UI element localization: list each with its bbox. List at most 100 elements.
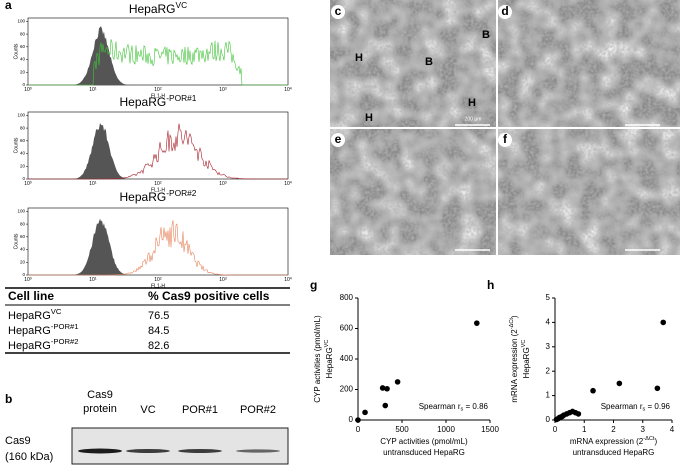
- histogram-title-part: -POR#1: [166, 93, 197, 103]
- hist-x-tick-label-part: 10: [219, 87, 225, 93]
- blot-band: [178, 449, 222, 453]
- annotation: Spearman rs = 0.86: [419, 402, 489, 413]
- hist-x-tick-label-part: 4: [290, 86, 292, 90]
- histogram-title-part: -POR#2: [166, 188, 197, 198]
- label-bg: [498, 5, 512, 19]
- hist-x-tick-label-part: 0: [30, 180, 32, 184]
- hist-x-tick-label-part: 4: [290, 276, 292, 280]
- panel-label: d: [501, 4, 508, 18]
- y-tick-label: 400: [340, 354, 354, 363]
- hist-y-label: Counts: [13, 43, 19, 59]
- panel-label: c: [335, 4, 342, 18]
- hist-x-tick-label: 104: [284, 86, 292, 93]
- table-cell: HepaRG-POR#1: [8, 322, 79, 337]
- hist-x-tick-label-part: 2: [160, 276, 162, 280]
- protein-label: Cas9: [5, 435, 31, 447]
- panel-label: h: [487, 278, 494, 292]
- hist-x-tick-label-part: 1: [95, 86, 97, 90]
- hist-x-tick-label: 101: [89, 86, 97, 93]
- histogram-title-part: HepaRG: [120, 95, 167, 109]
- x-axis-label: untransduced HepaRG: [383, 448, 465, 457]
- y-axis-label-part: HepaRG: [325, 347, 334, 378]
- hist-y-tick-label: 80: [20, 221, 26, 226]
- hist-y-tick-label: 80: [20, 125, 26, 130]
- hist-x-tick-label-part: 3: [225, 86, 227, 90]
- hist-y-label: Counts: [13, 137, 19, 153]
- hist-y-tick-label: 80: [20, 31, 26, 36]
- hist-x-tick-label-part: 10: [219, 181, 225, 187]
- cell-label: B: [425, 56, 433, 68]
- hist-y-tick-label: 40: [20, 151, 26, 156]
- hist-x-tick-label-part: 10: [89, 277, 95, 283]
- hist-x-tick-label-part: 10: [284, 181, 290, 187]
- annotation-part: Spearman r: [601, 402, 643, 411]
- table-cell-part: HepaRG: [8, 340, 51, 352]
- hist-y-tick-label: 40: [20, 247, 26, 252]
- hist-x-tick-label: 101: [89, 180, 97, 187]
- hist-y-tick-label: 60: [20, 234, 26, 239]
- hist-x-tick-label-part: 10: [154, 181, 160, 187]
- x-tick-label: 0: [553, 425, 558, 434]
- point: [355, 417, 361, 423]
- x-tick-label: 2: [611, 425, 616, 434]
- hist-x-tick-label: 103: [219, 180, 227, 187]
- y-axis-label-part: ): [510, 315, 519, 318]
- hist-x-tick-label-part: 10: [219, 277, 225, 283]
- hist-x-tick-label-part: 4: [290, 180, 292, 184]
- cell-label: H: [355, 52, 363, 64]
- hist-y-tick-label: 20: [20, 163, 26, 168]
- hist-x-label: FL1-H: [151, 93, 165, 99]
- hist-x-tick-label-part: 10: [24, 277, 30, 283]
- table-cell: HepaRG-POR#2: [8, 337, 79, 352]
- hist-x-tick-label: 104: [284, 276, 292, 283]
- histogram-sample: [28, 39, 288, 86]
- y-axis-label-part: VC: [522, 340, 528, 348]
- y-tick-label: 4: [546, 318, 551, 327]
- blot-band: [126, 449, 170, 453]
- hist-x-tick-label: 100: [24, 276, 32, 283]
- hist-y-tick-label: 20: [20, 69, 26, 74]
- hist-y-tick-label: 60: [20, 138, 26, 143]
- hist-x-tick-label-part: 1: [95, 180, 97, 184]
- point: [660, 319, 667, 326]
- hist-y-tick-label: 0: [22, 272, 25, 277]
- point: [474, 320, 480, 326]
- point: [616, 380, 623, 387]
- y-axis-label-part: mRNA expression (2: [510, 329, 519, 403]
- histogram-title-part: HepaRG: [129, 2, 176, 16]
- cell-label: H: [468, 97, 476, 109]
- hist-x-tick-label-part: 10: [89, 181, 95, 187]
- panel-label: b: [5, 392, 12, 406]
- histogram-title: HepaRG-POR#1: [120, 93, 197, 109]
- histogram-sample: [28, 220, 288, 276]
- x-tick-label: 3: [641, 425, 646, 434]
- histogram-frame: [27, 111, 289, 180]
- point: [382, 402, 389, 409]
- lane-label: POR#2: [240, 404, 276, 416]
- point: [654, 385, 661, 392]
- table-header: % Cas9 positive cells: [148, 289, 270, 303]
- label-bg: [498, 133, 512, 147]
- y-tick-label: 5: [546, 293, 551, 302]
- lane-label: POR#1: [182, 404, 218, 416]
- x-tick-label: 500: [395, 425, 409, 434]
- table-cell: HepaRGVC: [8, 307, 62, 322]
- hist-y-tick-label: 100: [17, 209, 25, 214]
- y-tick-label: 600: [340, 324, 354, 333]
- table-cell-part: HepaRG: [8, 310, 51, 322]
- x-axis-label-part: mRNA expression (2: [570, 437, 644, 446]
- histogram-control: [28, 218, 288, 275]
- hist-x-tick-label-part: 3: [225, 276, 227, 280]
- lane-label: Cas9: [87, 389, 113, 401]
- y-axis-label: HepaRGVC: [325, 340, 334, 379]
- hist-x-tick-label: 102: [154, 180, 162, 187]
- cell-label: B: [482, 29, 490, 41]
- histogram-title-part: VC: [176, 0, 188, 10]
- y-tick-label: 0: [349, 415, 354, 424]
- hist-x-tick-label: 100: [24, 86, 32, 93]
- hist-x-tick-label-part: 10: [154, 277, 160, 283]
- y-axis-label: CYP activities (pmol/mL): [313, 315, 322, 403]
- hist-x-tick-label: 103: [219, 86, 227, 93]
- x-axis-label-part: ): [654, 437, 657, 446]
- hist-x-tick-label-part: 10: [284, 277, 290, 283]
